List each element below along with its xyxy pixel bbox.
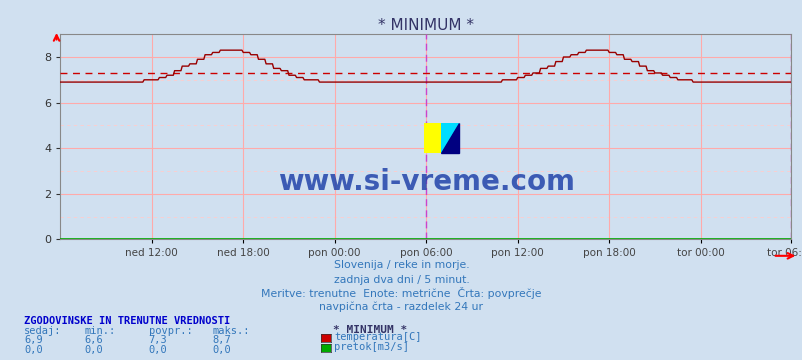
Text: Meritve: trenutne  Enote: metrične  Črta: povprečje: Meritve: trenutne Enote: metrične Črta: … (261, 287, 541, 299)
Text: maks.:: maks.: (213, 326, 250, 336)
Text: min.:: min.: (84, 326, 115, 336)
Text: povpr.:: povpr.: (148, 326, 192, 336)
Text: pretok[m3/s]: pretok[m3/s] (334, 342, 408, 352)
Text: 7,3: 7,3 (148, 335, 167, 345)
Bar (441, 123, 459, 153)
Text: temperatura[C]: temperatura[C] (334, 332, 421, 342)
Text: sedaj:: sedaj: (24, 326, 62, 336)
Text: * MINIMUM *: * MINIMUM * (333, 325, 407, 335)
Bar (423, 123, 441, 153)
Text: 0,0: 0,0 (213, 345, 231, 355)
Text: ZGODOVINSKE IN TRENUTNE VREDNOSTI: ZGODOVINSKE IN TRENUTNE VREDNOSTI (24, 316, 230, 326)
Text: 0,0: 0,0 (24, 345, 43, 355)
Text: 6,9: 6,9 (24, 335, 43, 345)
Text: 6,6: 6,6 (84, 335, 103, 345)
Text: www.si-vreme.com: www.si-vreme.com (277, 168, 574, 197)
Polygon shape (441, 123, 459, 153)
Text: Slovenija / reke in morje.: Slovenija / reke in morje. (334, 260, 468, 270)
Text: 8,7: 8,7 (213, 335, 231, 345)
Text: navpična črta - razdelek 24 ur: navpična črta - razdelek 24 ur (319, 302, 483, 312)
Text: 0,0: 0,0 (148, 345, 167, 355)
Title: * MINIMUM *: * MINIMUM * (377, 18, 473, 33)
Text: zadnja dva dni / 5 minut.: zadnja dva dni / 5 minut. (333, 275, 469, 285)
Text: 0,0: 0,0 (84, 345, 103, 355)
